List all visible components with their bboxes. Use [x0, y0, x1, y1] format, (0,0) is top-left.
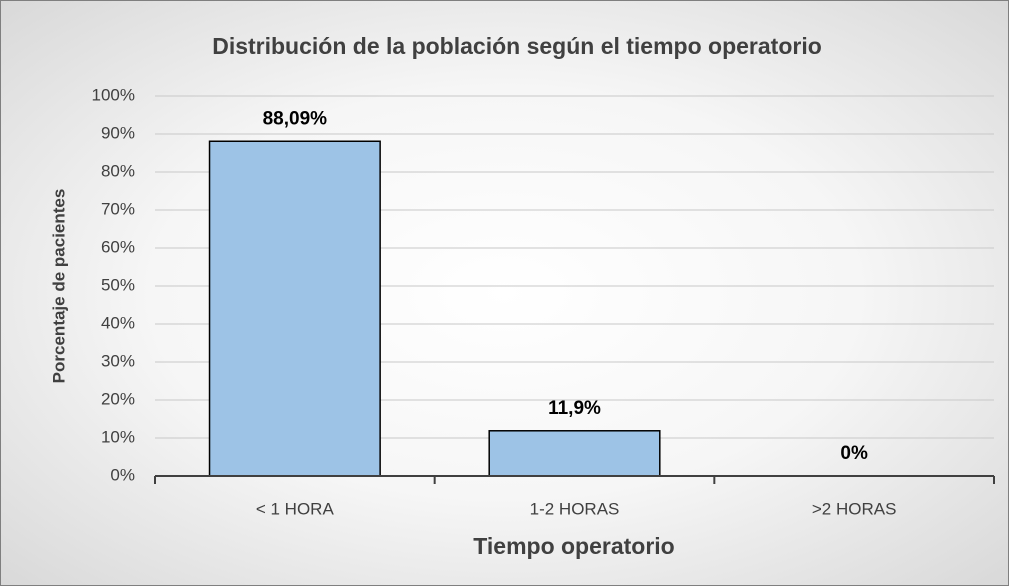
data-label: 88,09% — [263, 108, 328, 129]
bar — [488, 430, 661, 477]
x-axis-title: Tiempo operatorio — [473, 533, 675, 559]
y-tick-label: 10% — [101, 427, 135, 446]
y-tick-label: 90% — [101, 123, 135, 142]
y-tick-label: 80% — [101, 161, 135, 180]
y-tick-label: 70% — [101, 199, 135, 218]
y-tick-label: 20% — [101, 389, 135, 408]
y-tick-label: 60% — [101, 237, 135, 256]
y-tick-label: 100% — [92, 85, 135, 104]
data-label: 0% — [840, 443, 868, 464]
y-tick-label: 40% — [101, 313, 135, 332]
y-axis-title: Porcentaje de pacientes — [49, 189, 68, 384]
y-tick-label: 50% — [101, 275, 135, 294]
data-label: 11,9% — [548, 398, 601, 419]
bar — [208, 140, 381, 477]
y-tick-label: 0% — [110, 465, 135, 484]
y-tick-label: 30% — [101, 351, 135, 370]
x-tick-label: < 1 HORA — [256, 499, 335, 518]
x-tick-label: >2 HORAS — [812, 499, 897, 518]
chart-title: Distribución de la población según el ti… — [212, 33, 822, 59]
x-tick-label: 1-2 HORAS — [530, 499, 620, 518]
